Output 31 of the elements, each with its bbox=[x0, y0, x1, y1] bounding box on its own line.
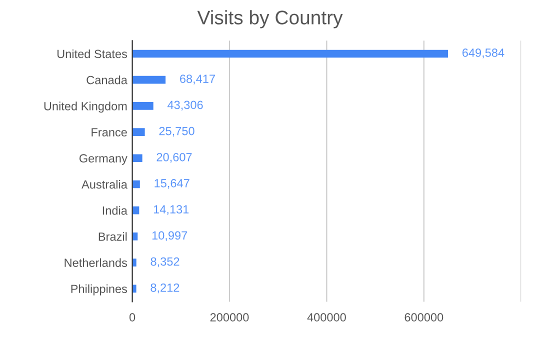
data-label: 15,647 bbox=[154, 179, 190, 189]
data-label: 8,352 bbox=[150, 257, 180, 268]
chart-title: Visits by Country bbox=[197, 10, 343, 28]
bar bbox=[132, 284, 136, 293]
data-label: 14,131 bbox=[154, 205, 189, 215]
bar bbox=[132, 154, 142, 162]
y-tick-label: France bbox=[92, 128, 127, 136]
y-tick-label: United States bbox=[57, 49, 128, 58]
y-tick-label: Canada bbox=[86, 76, 128, 84]
bar bbox=[132, 76, 166, 84]
y-tick-label: Germany bbox=[79, 154, 128, 165]
x-tick-label: 200000 bbox=[210, 313, 249, 322]
data-label: 10,997 bbox=[152, 231, 188, 242]
y-tick-label: Netherlands bbox=[64, 258, 128, 267]
data-label: 25,750 bbox=[159, 126, 194, 137]
data-label: 20,607 bbox=[156, 152, 192, 163]
bar bbox=[132, 102, 154, 110]
x-tick-label: 0 bbox=[129, 313, 136, 322]
y-tick-label: Australia bbox=[82, 180, 128, 189]
data-label: 8,212 bbox=[150, 283, 180, 294]
x-tick-label: 600000 bbox=[404, 313, 444, 322]
data-label: 649,584 bbox=[462, 48, 504, 58]
y-tick-label: Philippines bbox=[71, 284, 128, 296]
y-tick-label: India bbox=[102, 206, 128, 215]
bar bbox=[132, 128, 145, 136]
data-label: 43,306 bbox=[168, 100, 203, 110]
y-tick-label: United Kingdom bbox=[44, 102, 127, 113]
y-tick-label: Brazil bbox=[98, 232, 127, 241]
bar bbox=[132, 50, 448, 58]
x-tick-label: 400000 bbox=[307, 313, 346, 322]
data-label: 68,417 bbox=[180, 74, 215, 84]
